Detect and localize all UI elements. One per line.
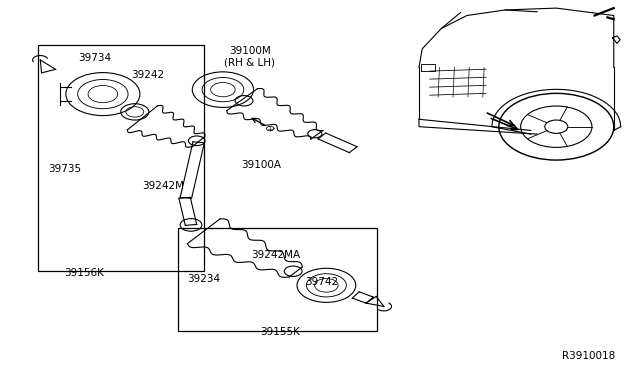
Text: 39242: 39242	[131, 70, 164, 80]
Bar	[38, 45, 204, 271]
Text: 39735: 39735	[48, 164, 81, 174]
Text: 39734: 39734	[79, 53, 112, 63]
Text: 39742: 39742	[305, 278, 338, 287]
Text: 39155K: 39155K	[260, 327, 300, 337]
Text: 39242MA: 39242MA	[251, 250, 300, 260]
Text: 39100M
(RH & LH): 39100M (RH & LH)	[224, 46, 275, 68]
Text: 39234: 39234	[188, 275, 220, 284]
Text: R3910018: R3910018	[561, 352, 615, 362]
Text: 39100A: 39100A	[241, 160, 281, 170]
Text: 39156K: 39156K	[64, 268, 104, 278]
Text: 39242M: 39242M	[143, 181, 184, 191]
Bar	[178, 228, 378, 331]
